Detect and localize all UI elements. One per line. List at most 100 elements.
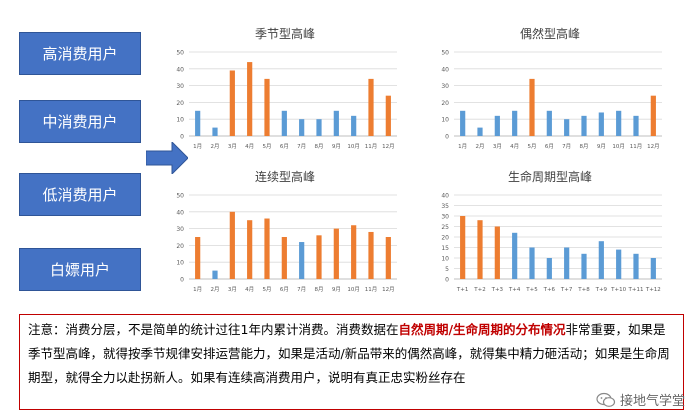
x-tick-label: 8月 bbox=[580, 143, 589, 150]
y-tick-label: 30 bbox=[176, 83, 184, 90]
chart-lifecycle-peak: 生命周期型高峰 0 5 10 15 20 25 30 35 40 T+1 T+2 T+3 T+4 T+5 T… bbox=[430, 168, 670, 298]
y-tick-label: 50 bbox=[176, 50, 184, 57]
y-tick-label: 15 bbox=[441, 245, 449, 252]
y-tick-label: 30 bbox=[441, 83, 449, 90]
y-tick-label: 40 bbox=[441, 193, 449, 200]
chart-plot: 0 5 10 15 20 25 30 35 40 T+1 T+2 T+3 T+4 T+5 T+6 T+7 T+8… bbox=[441, 193, 662, 293]
note-highlight: 自然周期/生命周期的分布情况 bbox=[398, 322, 566, 337]
chart-title: 偶然型高峰 bbox=[519, 27, 580, 41]
bar bbox=[564, 119, 570, 136]
y-tick-label: 25 bbox=[441, 224, 449, 231]
y-tick-label: 10 bbox=[176, 260, 184, 267]
bar bbox=[633, 115, 639, 136]
bar bbox=[494, 115, 500, 136]
x-tick-label: T+8 bbox=[577, 287, 590, 293]
y-tick-label: 50 bbox=[176, 193, 184, 200]
x-tick-label: 4月 bbox=[245, 286, 254, 293]
x-tick-label: 9月 bbox=[597, 143, 606, 150]
bar bbox=[316, 235, 322, 279]
x-tick-label: T+1 bbox=[456, 287, 468, 293]
bar bbox=[281, 237, 287, 279]
x-tick-label: 9月 bbox=[332, 143, 341, 150]
bar bbox=[477, 220, 483, 279]
bar bbox=[494, 226, 500, 279]
x-tick-label: 10月 bbox=[347, 286, 360, 293]
segment-freeloader: 白嫖用户 bbox=[19, 248, 141, 291]
x-tick-label: 1月 bbox=[193, 286, 202, 293]
bar bbox=[229, 211, 235, 279]
arrow-right-icon bbox=[146, 142, 188, 174]
y-tick-label: 10 bbox=[441, 256, 449, 263]
chart-plot: 0 10 20 30 40 50 1月 2月 3月 4月 5月 6月 7月 8月 9月 10月 11月 12月 bbox=[176, 50, 397, 150]
x-tick-label: 6月 bbox=[280, 286, 289, 293]
y-tick-label: 0 bbox=[445, 277, 449, 284]
bar bbox=[529, 247, 535, 279]
x-tick-label: T+2 bbox=[473, 287, 485, 293]
bar bbox=[385, 237, 391, 279]
y-tick-label: 40 bbox=[176, 209, 184, 216]
bar bbox=[512, 110, 518, 136]
x-tick-label: 5月 bbox=[528, 143, 537, 150]
x-tick-label: 3月 bbox=[228, 143, 237, 150]
bar bbox=[546, 110, 552, 136]
x-tick-label: 10月 bbox=[347, 143, 360, 150]
bar bbox=[368, 78, 374, 136]
x-tick-label: T+12 bbox=[645, 287, 661, 293]
bar bbox=[616, 249, 622, 279]
x-tick-label: 2月 bbox=[211, 286, 220, 293]
chart-accidental-peak: 偶然型高峰 0 10 20 30 40 50 1月 2月 3月 4月 5月 6月 7月 8月 9月 10月 11… bbox=[430, 25, 670, 155]
x-tick-label: 11月 bbox=[365, 143, 378, 150]
x-tick-label: 4月 bbox=[245, 143, 254, 150]
bar bbox=[247, 62, 253, 136]
y-tick-label: 40 bbox=[441, 66, 449, 73]
x-tick-label: 10月 bbox=[612, 143, 625, 150]
x-tick-label: 3月 bbox=[493, 143, 502, 150]
bar bbox=[598, 112, 604, 136]
y-tick-label: 20 bbox=[441, 235, 449, 242]
x-tick-label: 4月 bbox=[510, 143, 519, 150]
x-tick-label: T+3 bbox=[491, 287, 504, 293]
x-tick-label: 5月 bbox=[263, 286, 272, 293]
y-tick-label: 0 bbox=[180, 134, 184, 141]
x-tick-label: T+9 bbox=[595, 287, 608, 293]
bar bbox=[633, 253, 639, 279]
x-tick-label: 11月 bbox=[630, 143, 643, 150]
bar bbox=[247, 220, 253, 279]
x-tick-label: 1月 bbox=[458, 143, 467, 150]
watermark: 接地气学堂 bbox=[596, 390, 685, 409]
bar bbox=[264, 78, 270, 136]
x-tick-label: 12月 bbox=[382, 143, 395, 150]
bar bbox=[650, 258, 656, 279]
bar bbox=[212, 127, 218, 136]
wechat-icon bbox=[596, 392, 616, 407]
x-tick-label: 5月 bbox=[263, 143, 272, 150]
x-tick-label: 2月 bbox=[211, 143, 220, 150]
bar bbox=[477, 127, 483, 136]
x-tick-label: T+10 bbox=[610, 287, 626, 293]
note-text-1: 注意：消费分层，不是简单的统计过往1年内累计消费。消费数据在 bbox=[28, 322, 399, 337]
x-tick-label: T+6 bbox=[543, 287, 556, 293]
bar bbox=[385, 95, 391, 136]
segment-low-spend: 低消费用户 bbox=[19, 173, 141, 216]
x-tick-label: 6月 bbox=[545, 143, 554, 150]
bar bbox=[460, 216, 466, 279]
x-tick-label: 8月 bbox=[315, 143, 324, 150]
x-tick-label: 12月 bbox=[647, 143, 660, 150]
x-tick-label: 1月 bbox=[193, 143, 202, 150]
watermark-text: 接地气学堂 bbox=[619, 394, 685, 409]
bar bbox=[299, 119, 305, 136]
x-tick-label: 8月 bbox=[315, 286, 324, 293]
bar bbox=[598, 241, 604, 279]
note-box: 注意：消费分层，不是简单的统计过往1年内累计消费。消费数据在自然周期/生命周期的… bbox=[19, 314, 684, 410]
note-text-2: 非常重要，如果是季节型高峰，就得按季节规律安排运营能力，如果是活动/新品带来的偶… bbox=[28, 322, 670, 385]
y-tick-label: 50 bbox=[441, 50, 449, 57]
bar bbox=[460, 110, 466, 136]
bar bbox=[229, 70, 235, 136]
x-tick-label: T+7 bbox=[560, 287, 573, 293]
y-tick-label: 20 bbox=[176, 243, 184, 250]
chart-title: 连续型高峰 bbox=[254, 170, 315, 184]
bar bbox=[299, 242, 305, 279]
bar bbox=[195, 110, 201, 136]
bar bbox=[351, 225, 357, 279]
y-tick-label: 40 bbox=[176, 66, 184, 73]
